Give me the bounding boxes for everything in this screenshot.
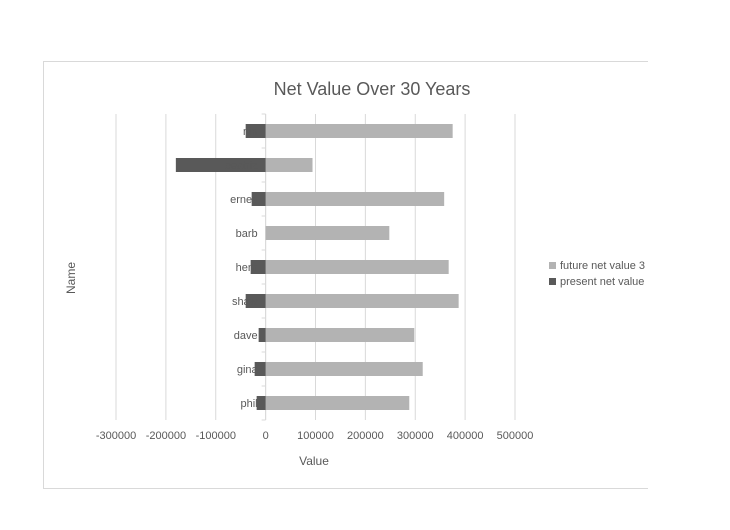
- y-axis-title: Name: [64, 262, 78, 294]
- bar-present-gina: [254, 362, 266, 376]
- legend-swatch: [549, 278, 556, 285]
- category-labels: nin beatriz ernes barb henr shaw dave gina phil: [225, 126, 259, 410]
- bar-future-beatriz: [265, 158, 313, 172]
- category-label: shaw: [232, 296, 258, 308]
- bar-present-henry: [250, 260, 266, 274]
- category-label: barb: [236, 228, 258, 240]
- bar-future-phil: [265, 396, 410, 410]
- bar-future-henry: [265, 260, 449, 274]
- bar-present-nina: [245, 124, 266, 138]
- chart-title: Net Value Over 30 Years: [274, 79, 471, 99]
- chart-frame: Net Value Over 30 Years Value Name -3000…: [43, 61, 648, 489]
- x-tick-label: 100000: [297, 430, 334, 442]
- bar-future-dave: [265, 328, 415, 342]
- bar-future-ernest: [265, 192, 445, 206]
- x-tick-label: -100000: [196, 430, 236, 442]
- category-label: nin: [243, 126, 258, 138]
- x-tick-label: 300000: [397, 430, 434, 442]
- x-axis-title: Value: [299, 454, 329, 468]
- bar-future-gina: [265, 362, 423, 376]
- x-tick-labels: -300000 -200000 -100000 0 100000 200000 300000…: [96, 430, 534, 442]
- bar-present-phil: [256, 396, 266, 410]
- category-label: dave: [234, 330, 258, 342]
- legend-label: future net value 3: [560, 260, 645, 272]
- bar-future-shawn: [265, 294, 459, 308]
- category-label: phil: [241, 398, 258, 410]
- x-tick-label: -200000: [146, 430, 186, 442]
- legend: future net value 3 present net value: [549, 260, 645, 288]
- category-label: henr: [236, 262, 258, 274]
- bar-present-ernest: [251, 192, 266, 206]
- category-label: gina: [237, 364, 259, 376]
- bar-chart: Net Value Over 30 Years Value Name -3000…: [64, 79, 645, 468]
- category-label: ernes: [230, 194, 258, 206]
- bars: [175, 124, 459, 410]
- bar-future-barb: [265, 226, 390, 240]
- x-tick-label: 400000: [447, 430, 484, 442]
- category-label: beatriz: [225, 160, 258, 172]
- x-tick-label: 200000: [347, 430, 384, 442]
- x-tick-label: -300000: [96, 430, 136, 442]
- legend-label: present net value: [560, 276, 644, 288]
- bar-present-beatriz: [175, 158, 266, 172]
- legend-swatch: [549, 262, 556, 269]
- bar-present-dave: [258, 328, 266, 342]
- x-tick-label: 0: [263, 430, 269, 442]
- x-tick-label: 500000: [497, 430, 534, 442]
- bar-present-shawn: [245, 294, 266, 308]
- bar-future-nina: [265, 124, 453, 138]
